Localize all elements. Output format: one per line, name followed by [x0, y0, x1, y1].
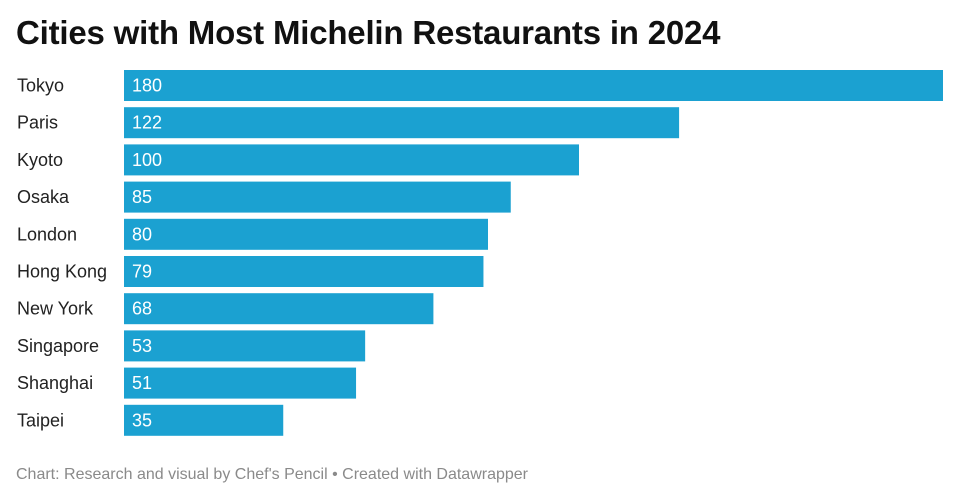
value-label: 180	[132, 76, 162, 96]
bar-chart: Tokyo 180 Paris 122 Kyoto 100 Osaka 85 London 80 H…	[17, 70, 943, 436]
value-label: 68	[132, 299, 152, 319]
chart-credit: Chart: Research and visual by Chef's Pen…	[16, 466, 529, 483]
bar-row-5: Hong Kong 79	[17, 256, 484, 287]
category-label: Hong Kong	[17, 262, 107, 282]
category-label: Tokyo	[17, 76, 64, 96]
bar-row-3: Osaka 85	[17, 181, 511, 213]
category-label: Shanghai	[17, 373, 93, 393]
bar	[124, 404, 284, 436]
category-label: London	[17, 224, 77, 244]
category-label: Paris	[17, 113, 58, 133]
value-label: 51	[132, 373, 152, 393]
value-label: 53	[132, 336, 152, 356]
bar-row-7: Singapore 53	[17, 330, 366, 362]
bar-row-8: Shanghai 51	[17, 367, 357, 399]
bar-row-1: Paris 122	[17, 107, 680, 139]
bar	[124, 218, 488, 250]
category-label: Taipei	[17, 410, 64, 430]
category-label: Osaka	[17, 187, 70, 207]
value-label: 122	[132, 113, 162, 133]
bar	[124, 330, 366, 362]
bar-row-4: London 80	[17, 218, 488, 250]
bar-row-0: Tokyo 180	[17, 70, 943, 101]
value-label: 100	[132, 150, 162, 170]
bar-row-6: New York 68	[17, 293, 434, 325]
bar	[124, 293, 434, 325]
bar	[124, 107, 680, 139]
value-label: 85	[132, 187, 152, 207]
category-label: New York	[17, 299, 94, 319]
value-label: 80	[132, 224, 152, 244]
bar-row-2: Kyoto 100	[17, 144, 579, 176]
bar-row-9: Taipei 35	[17, 404, 284, 436]
category-label: Singapore	[17, 336, 99, 356]
value-label: 35	[132, 410, 152, 430]
bar	[124, 367, 357, 399]
chart-title: Cities with Most Michelin Restaurants in…	[16, 14, 721, 51]
bar	[124, 144, 579, 176]
bar	[124, 181, 511, 213]
value-label: 79	[132, 262, 152, 282]
bar	[124, 70, 943, 101]
bar	[124, 256, 484, 287]
category-label: Kyoto	[17, 150, 63, 170]
